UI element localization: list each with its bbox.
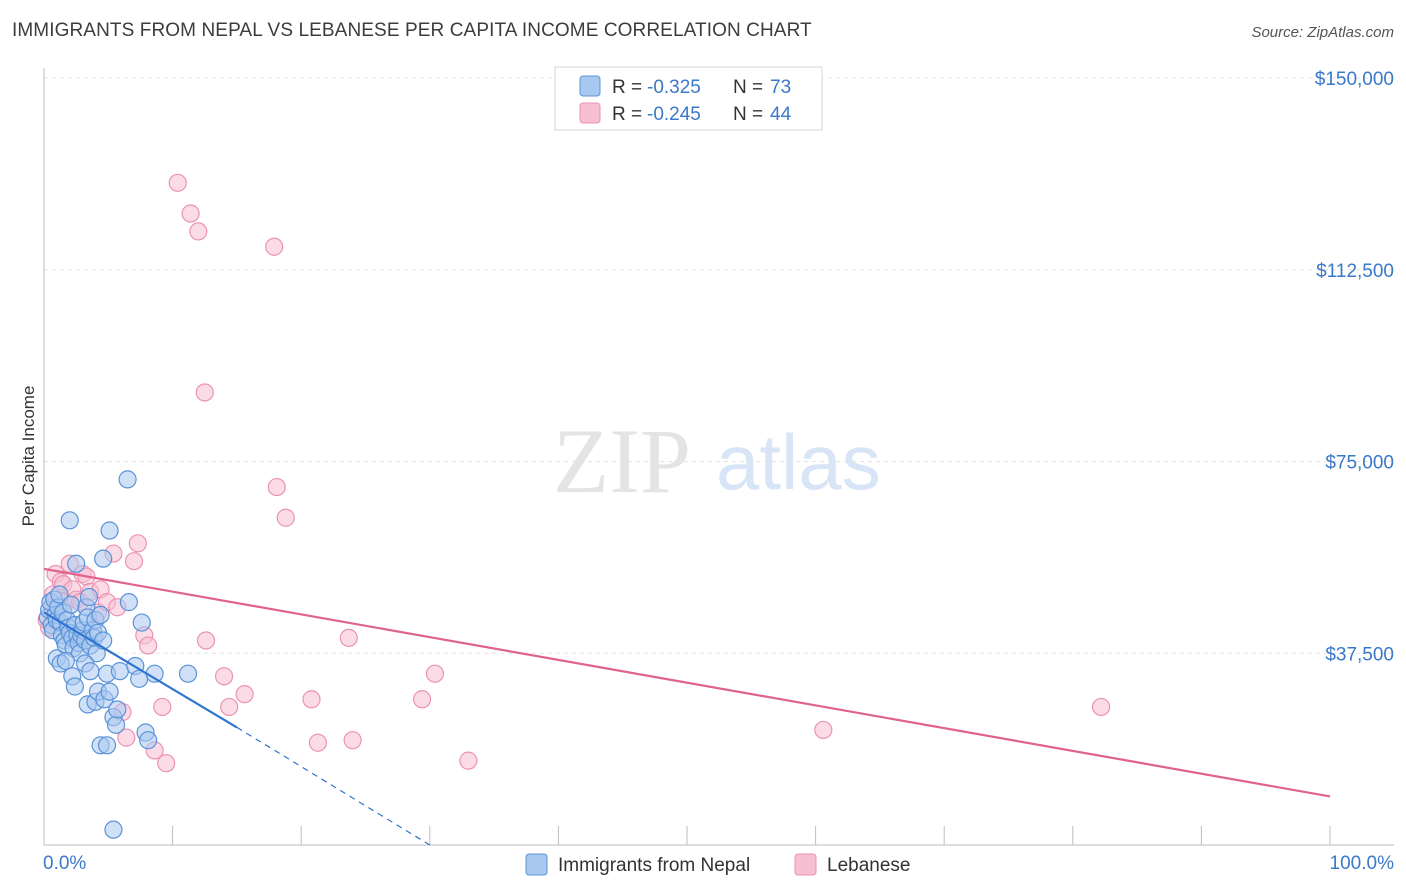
legend-lebanese-label: Lebanese bbox=[827, 855, 910, 876]
lebanese-point bbox=[189, 222, 208, 241]
lebanese-point bbox=[235, 685, 254, 704]
legend-lebanese-swatch bbox=[794, 853, 817, 876]
lebanese-point bbox=[425, 664, 445, 683]
nepal-point bbox=[108, 700, 127, 719]
y-tick-label: $150,000 bbox=[1315, 69, 1394, 90]
chart-title: IMMIGRANTS FROM NEPAL VS LEBANESE PER CA… bbox=[12, 20, 812, 41]
lebanese-point bbox=[814, 720, 833, 740]
lebanese-n-label: N = bbox=[733, 104, 763, 125]
nepal-point bbox=[119, 593, 138, 612]
gridlines bbox=[44, 77, 1394, 654]
y-axis-title: Per Capita Income bbox=[19, 386, 38, 527]
lebanese-point bbox=[265, 237, 284, 256]
x-tick-label-min: 0.0% bbox=[43, 853, 86, 874]
lebanese-swatch bbox=[579, 102, 601, 124]
lebanese-point bbox=[128, 534, 147, 553]
lebanese-point bbox=[157, 754, 176, 773]
lebanese-n-value: 44 bbox=[770, 104, 792, 125]
lebanese-point bbox=[139, 636, 158, 655]
series-legend: Immigrants from Nepal Lebanese bbox=[525, 853, 910, 876]
nepal-n-value: 73 bbox=[770, 77, 791, 98]
lebanese-r-value: -0.245 bbox=[647, 104, 701, 125]
lebanese-point bbox=[195, 383, 214, 402]
lebanese-point bbox=[276, 508, 295, 527]
lebanese-point bbox=[302, 690, 321, 709]
nepal-point bbox=[106, 715, 126, 734]
nepal-point bbox=[110, 662, 129, 681]
nepal-point bbox=[79, 587, 99, 607]
nepal-r-value: -0.325 bbox=[647, 77, 701, 98]
nepal-point bbox=[94, 549, 113, 568]
lebanese-point bbox=[220, 697, 239, 717]
nepal-point bbox=[67, 554, 86, 573]
nepal-point bbox=[132, 613, 151, 632]
nepal-point bbox=[100, 521, 119, 540]
axes bbox=[43, 68, 1394, 846]
lebanese-trend-line bbox=[43, 567, 1331, 798]
y-tick-label: $37,500 bbox=[1325, 644, 1394, 665]
lebanese-point bbox=[343, 731, 362, 750]
lebanese-point bbox=[168, 173, 187, 192]
nepal-point bbox=[56, 651, 75, 671]
nepal-n-label: N = bbox=[733, 77, 763, 98]
nepal-swatch bbox=[579, 75, 601, 97]
lebanese-point bbox=[153, 697, 172, 717]
nepal-points bbox=[38, 470, 198, 839]
lebanese-point bbox=[196, 631, 216, 650]
trend-lines bbox=[43, 567, 1331, 846]
nepal-point bbox=[65, 677, 84, 696]
lebanese-point bbox=[1091, 697, 1111, 717]
x-tick-label-max: 100.0% bbox=[1330, 853, 1395, 874]
y-tick-label: $112,500 bbox=[1316, 261, 1394, 282]
nepal-point bbox=[50, 585, 69, 604]
lebanese-point bbox=[412, 690, 432, 709]
nepal-r-label: R = bbox=[612, 77, 642, 98]
nepal-trend-line bbox=[43, 611, 238, 729]
y-tick-labels: $37,500 $75,000 $112,500 $150,000 bbox=[1315, 69, 1394, 665]
lebanese-point bbox=[308, 733, 328, 752]
legend-nepal-label: Immigrants from Nepal bbox=[558, 855, 750, 876]
legend-nepal-swatch bbox=[525, 853, 548, 876]
nepal-point bbox=[100, 682, 119, 701]
nepal-point bbox=[178, 664, 198, 683]
source-label: Source: ZipAtlas.com bbox=[1251, 24, 1394, 41]
nepal-point bbox=[81, 662, 100, 681]
nepal-point bbox=[97, 736, 117, 755]
nepal-point bbox=[60, 511, 79, 530]
lebanese-point bbox=[124, 552, 144, 571]
nepal-point bbox=[139, 731, 158, 750]
lebanese-r-label: R = bbox=[612, 104, 642, 125]
lebanese-point bbox=[214, 667, 234, 686]
lebanese-point bbox=[339, 628, 358, 648]
y-tick-label: $75,000 bbox=[1325, 453, 1394, 474]
lebanese-point bbox=[267, 477, 286, 497]
nepal-trend-extension bbox=[236, 726, 431, 846]
stats-legend: R = -0.325 N = 73 R = -0.245 N = 44 bbox=[554, 66, 823, 131]
nepal-point bbox=[91, 605, 110, 625]
nepal-point bbox=[61, 595, 81, 614]
nepal-point bbox=[104, 820, 123, 839]
lebanese-point bbox=[459, 751, 478, 770]
lebanese-point bbox=[117, 728, 136, 747]
lebanese-point bbox=[181, 204, 200, 223]
nepal-point bbox=[118, 470, 137, 489]
